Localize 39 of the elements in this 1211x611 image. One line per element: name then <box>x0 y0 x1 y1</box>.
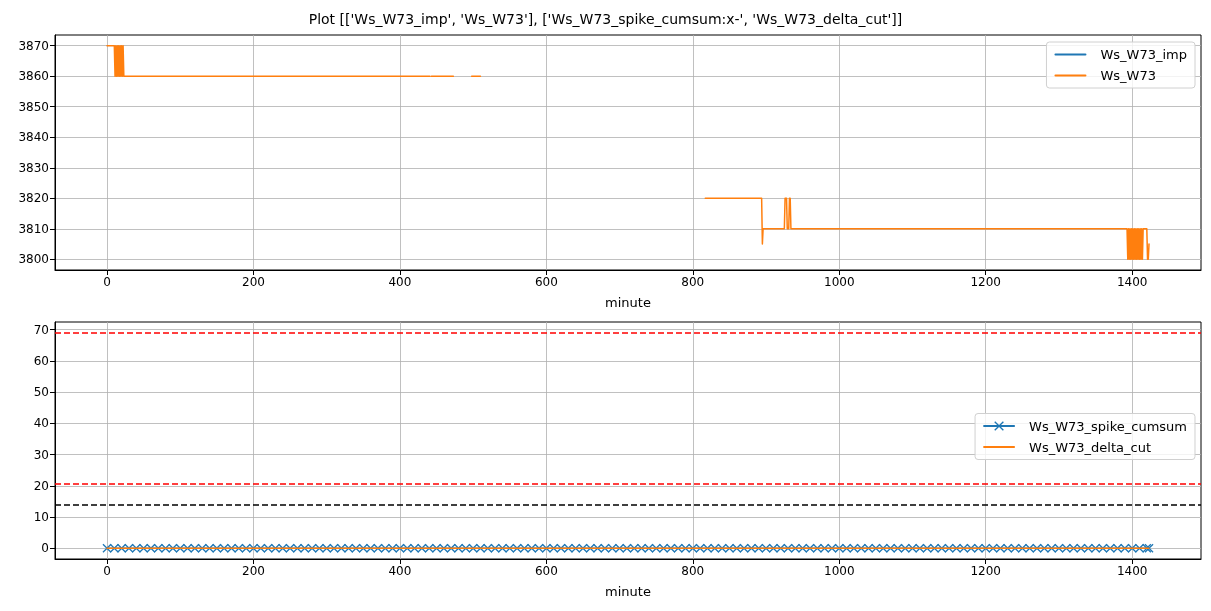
x-tick-label: 1400 <box>1116 275 1148 289</box>
x-axis-title: minute <box>605 295 651 310</box>
x-tick-label: 1000 <box>823 564 855 578</box>
x-tick-label: 400 <box>388 275 412 289</box>
y-tick-label: 3850 <box>18 99 49 114</box>
x-tick-label: 0 <box>103 564 111 578</box>
y-tick-label: 3870 <box>18 38 49 53</box>
y-tick-label: 50 <box>33 385 49 400</box>
y-tick-label: 3800 <box>18 252 49 267</box>
y-tick-label: 3860 <box>18 69 49 84</box>
x-tick-label: 1200 <box>970 275 1001 289</box>
x-tick-label: 200 <box>241 275 265 289</box>
x-tick-label: 0 <box>103 275 111 289</box>
y-tick-label: 30 <box>33 447 49 462</box>
y-tick-label: 3810 <box>18 221 49 236</box>
y-tick-label: 20 <box>33 478 49 493</box>
y-tick-label: 3840 <box>18 130 49 145</box>
y-tick-label: 3830 <box>18 160 49 175</box>
legend-label: Ws_W73_spike_cumsum <box>1029 418 1187 434</box>
x-tick-label: 800 <box>681 275 705 289</box>
x-tick-label: 1000 <box>823 275 855 289</box>
x-tick-label: 200 <box>241 564 265 578</box>
x-axis-title: minute <box>605 584 651 599</box>
legend-label: Ws_W73_imp <box>1100 47 1188 62</box>
y-tick-label: 0 <box>41 541 49 556</box>
x-tick-label: 600 <box>534 564 558 578</box>
y-tick-label: 10 <box>33 510 49 524</box>
y-tick-label: 3820 <box>18 191 49 206</box>
legend-label: Ws_W73 <box>1100 68 1156 83</box>
x-tick-label: 1400 <box>1116 564 1148 578</box>
x-tick-label: 400 <box>388 564 412 578</box>
y-tick-label: 40 <box>33 416 49 431</box>
legend-label: Ws_W73_delta_cut <box>1029 439 1151 455</box>
chart-title: Plot [['Ws_W73_imp', 'Ws_W73'], ['Ws_W73_spike_cumsum:x-', 'Ws_W73_delta_cut']] <box>308 11 903 27</box>
x-tick-label: 1200 <box>970 564 1001 578</box>
x-tick-label: 800 <box>681 564 705 578</box>
y-tick-label: 60 <box>33 353 49 368</box>
x-tick-label: 600 <box>534 275 558 289</box>
y-tick-label: 70 <box>33 322 49 337</box>
